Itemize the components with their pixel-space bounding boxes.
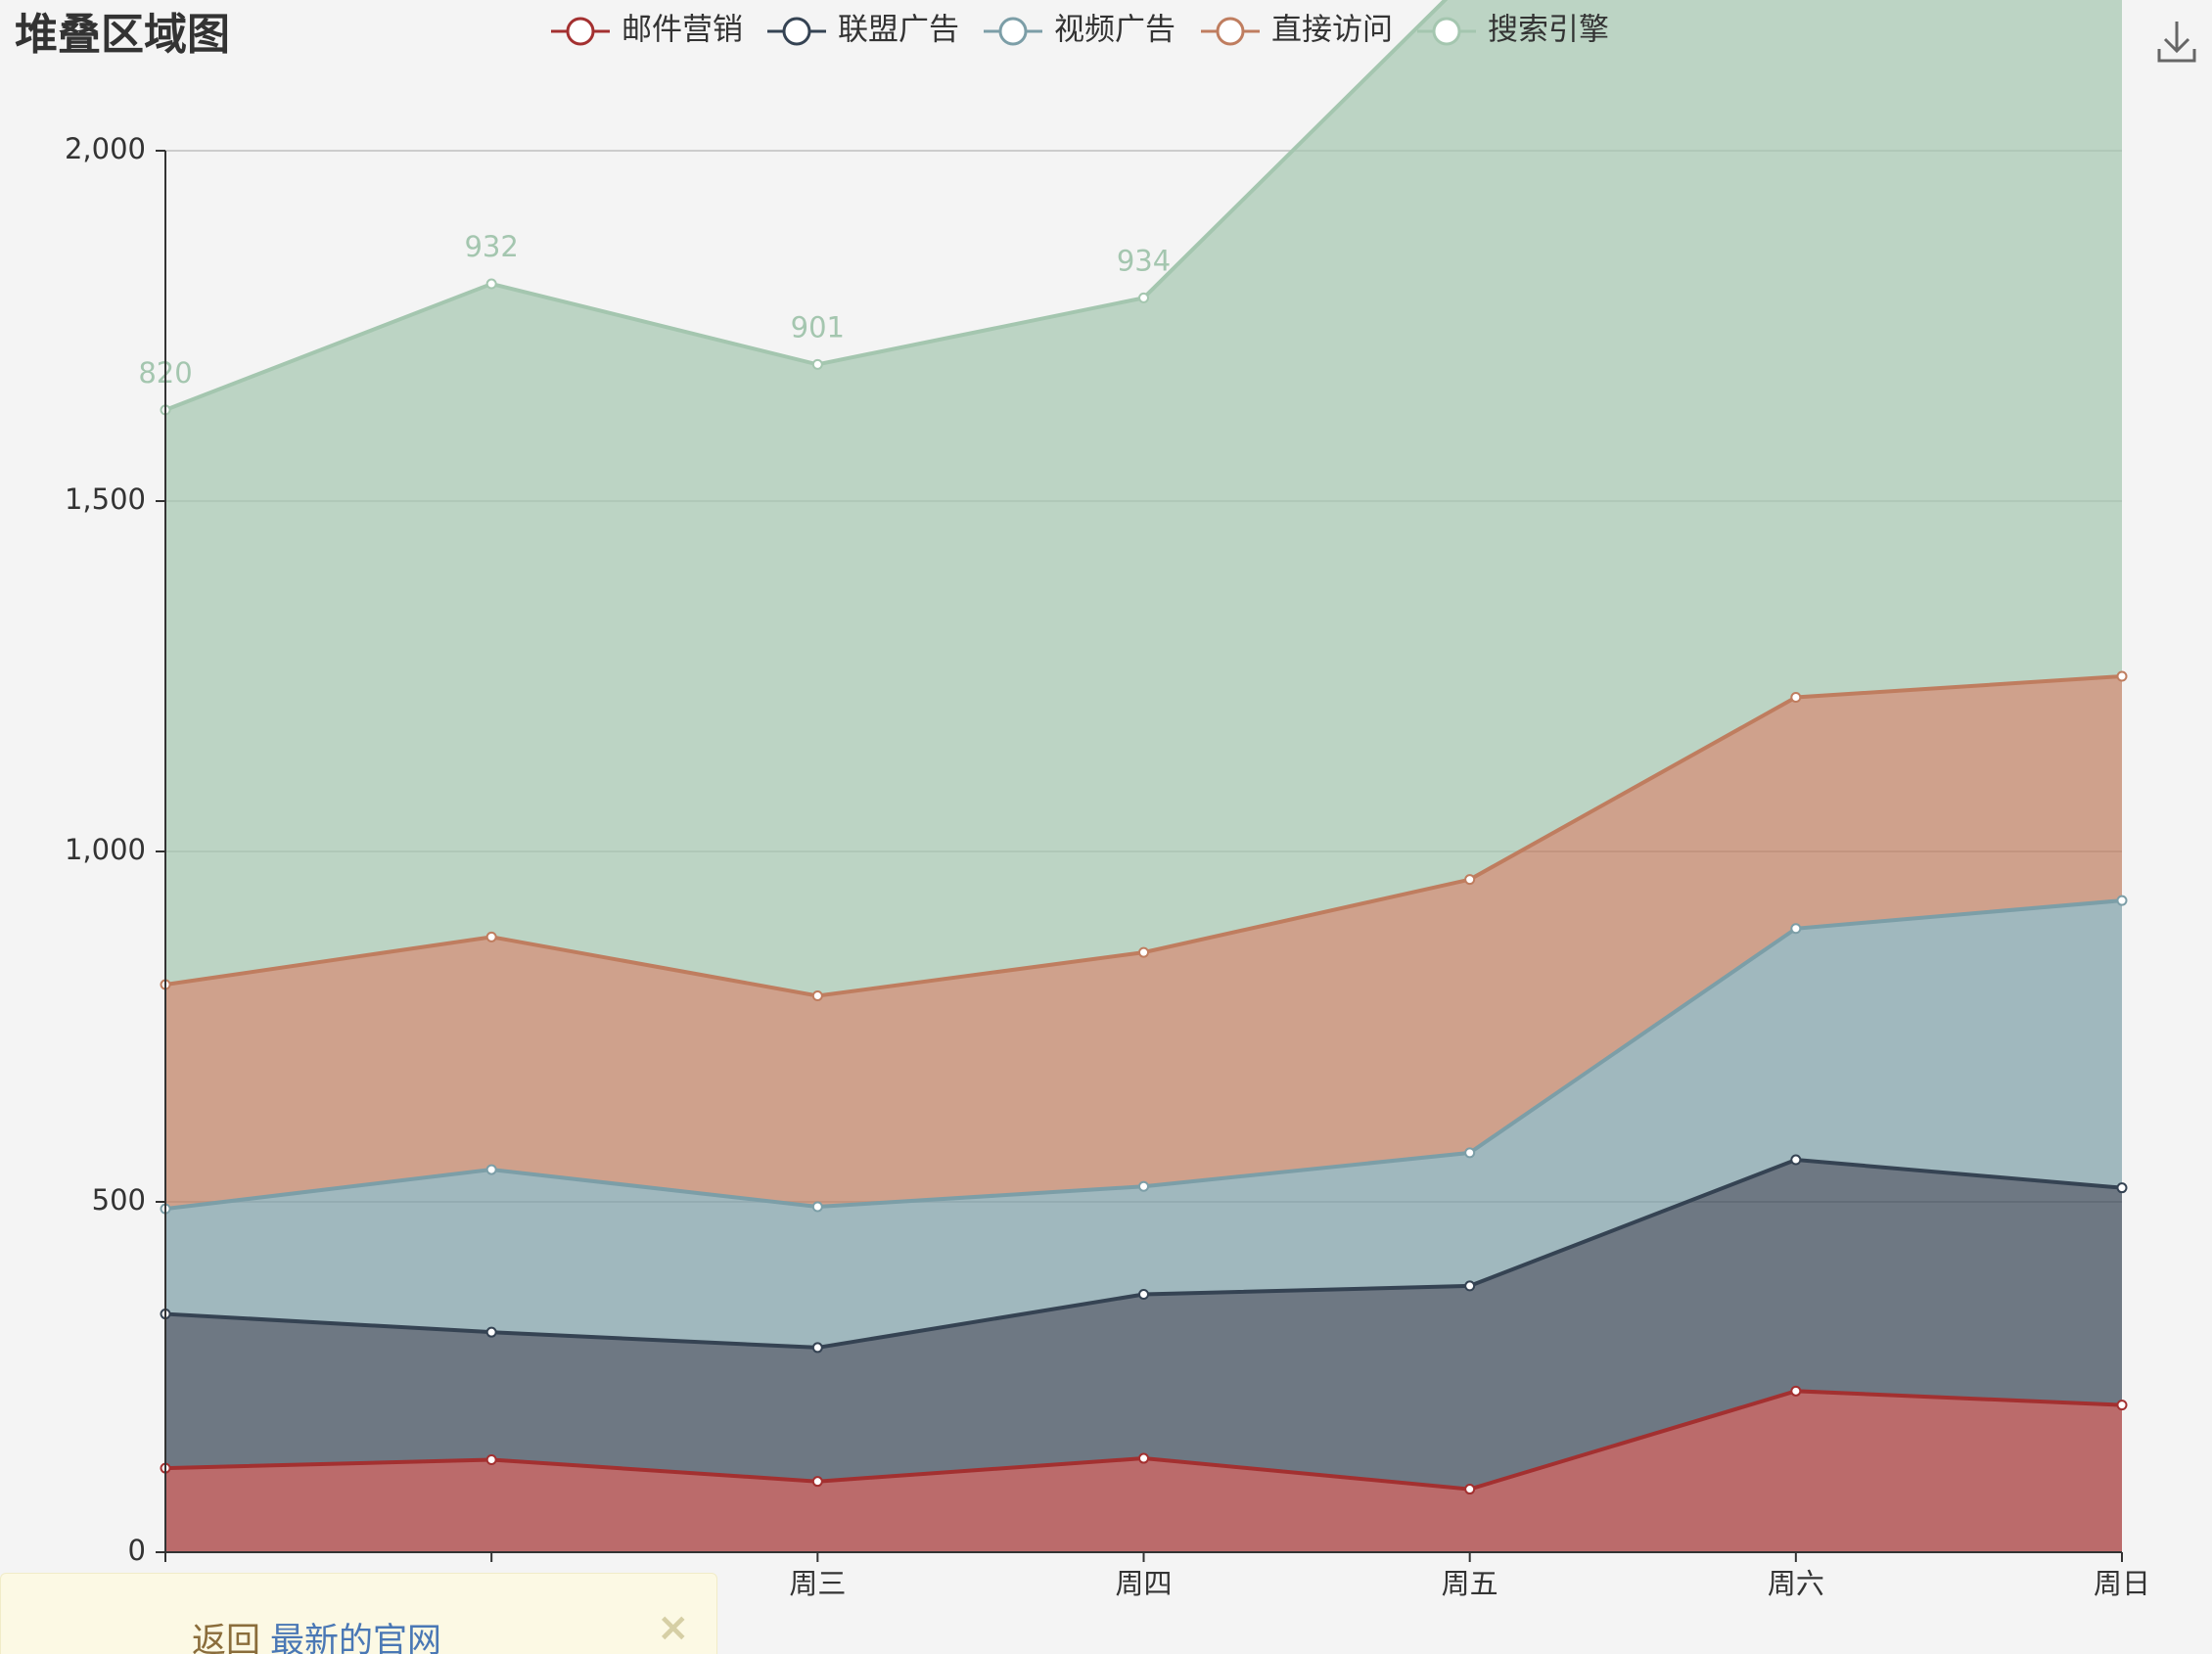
x-tick-label: 周三	[789, 1567, 846, 1600]
areas	[165, 0, 2122, 1552]
point	[485, 278, 497, 290]
legend-marker	[782, 17, 811, 46]
legend-item[interactable]: 直接访问	[1201, 13, 1393, 48]
point	[811, 989, 823, 1001]
legend-item[interactable]: 视频广告	[984, 13, 1175, 48]
legend-item[interactable]: 搜索引擎	[1417, 13, 1609, 48]
points	[160, 278, 2128, 1495]
notice-link[interactable]: 最新的官网	[270, 1622, 442, 1654]
point	[1790, 1154, 1802, 1166]
legend-marker	[1432, 17, 1461, 46]
data-label: 901	[791, 310, 845, 344]
point	[1790, 691, 1802, 703]
legend-label: 直接访问	[1271, 13, 1393, 48]
point	[1464, 1147, 1476, 1159]
y-tick-label: 1,500	[65, 482, 146, 516]
point	[811, 358, 823, 370]
legend-label: 视频广告	[1054, 13, 1175, 48]
notice-label: 返回	[192, 1622, 261, 1654]
legend-label: 搜索引擎	[1488, 13, 1609, 48]
point	[485, 931, 497, 942]
point	[811, 1342, 823, 1354]
legend-marker	[998, 17, 1028, 46]
point	[485, 1326, 497, 1338]
point	[1464, 1484, 1476, 1495]
y-tick-label: 2,000	[65, 132, 146, 165]
area	[165, 1391, 2122, 1552]
x-tick-label: 周五	[1442, 1567, 1498, 1600]
y-tick-label: 0	[128, 1534, 146, 1567]
legend-marker	[566, 17, 595, 46]
point	[485, 1164, 497, 1175]
notice-text: 返回 最新的官网	[192, 1613, 441, 1654]
area	[165, 1160, 2122, 1490]
area	[165, 676, 2122, 1210]
notice: 返回 最新的官网 ×	[0, 1573, 717, 1654]
point	[2116, 1182, 2128, 1194]
download-icon[interactable]	[2157, 22, 2196, 63]
legend-item[interactable]: 邮件营销	[551, 13, 743, 48]
legend-label: 联盟广告	[838, 13, 959, 48]
point	[1138, 292, 1149, 303]
point	[1138, 946, 1149, 958]
area	[165, 900, 2122, 1348]
point	[1138, 1452, 1149, 1464]
point	[2116, 895, 2128, 906]
legend-item[interactable]: 联盟广告	[767, 13, 959, 48]
x-tick-label: 周日	[2094, 1567, 2150, 1600]
point	[485, 1453, 497, 1465]
x-tick-label: 周六	[1768, 1567, 1824, 1600]
point	[1790, 1385, 1802, 1397]
point	[2116, 1400, 2128, 1411]
legend-label: 邮件营销	[622, 13, 743, 48]
data-label: 932	[464, 230, 518, 263]
y-tick-label: 500	[92, 1183, 146, 1217]
chart-title: 堆叠区域图	[15, 10, 230, 60]
point	[1138, 1180, 1149, 1192]
close-button[interactable]: ×	[657, 1605, 690, 1650]
legend-marker	[1216, 17, 1245, 46]
data-label: 934	[1117, 244, 1171, 277]
point	[1138, 1289, 1149, 1301]
point	[1790, 923, 1802, 935]
point	[2116, 670, 2128, 682]
area	[165, 0, 2122, 996]
point	[811, 1201, 823, 1213]
point	[811, 1476, 823, 1488]
y-tick-label: 1,000	[65, 833, 146, 866]
point	[1464, 1280, 1476, 1292]
labels: 820932901934129013301320	[138, 230, 1171, 390]
x-tick-label: 周四	[1115, 1567, 1172, 1600]
point	[1464, 874, 1476, 886]
